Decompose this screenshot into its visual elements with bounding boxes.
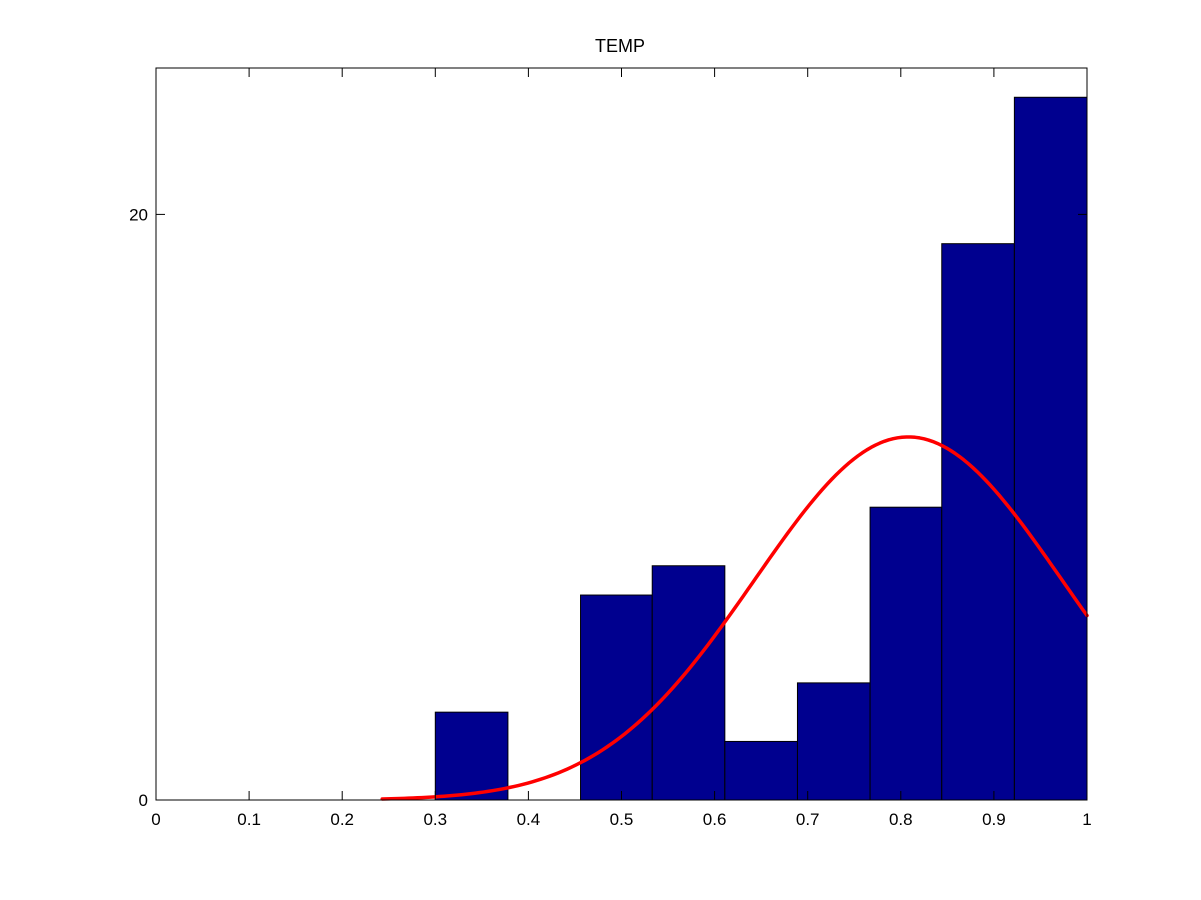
fit-curve-layer xyxy=(380,435,1089,801)
histogram-bar-5 xyxy=(724,740,798,801)
chart-title: TEMP xyxy=(595,36,645,56)
x-tick-label: 0.3 xyxy=(423,810,447,829)
x-tick-label: 0.1 xyxy=(237,810,261,829)
histogram-bar-1 xyxy=(434,711,509,801)
histogram-bar-6 xyxy=(796,682,871,801)
histogram-bar-3 xyxy=(580,594,653,801)
ticks-layer: 0 0.1 0.2 0.3 0.4 0.5 0.6 0.7 0.8 0.9 1 0 20 xyxy=(129,68,1092,829)
y-tick-label: 20 xyxy=(129,205,148,224)
x-tick-label: 0.2 xyxy=(330,810,354,829)
x-tick-label: 1 xyxy=(1082,810,1091,829)
x-tick-label: 0 xyxy=(151,810,160,829)
y-tick-label: 0 xyxy=(139,791,148,810)
histogram-bar-9 xyxy=(1013,96,1088,801)
x-tick-label: 0.5 xyxy=(610,810,634,829)
histogram-bar-4 xyxy=(651,565,726,801)
x-tick-label: 0.9 xyxy=(982,810,1006,829)
x-tick-label: 0.8 xyxy=(889,810,913,829)
x-tick-label: 0.7 xyxy=(796,810,820,829)
x-tick-label: 0.6 xyxy=(703,810,727,829)
histogram-bar-7 xyxy=(869,506,943,801)
x-tick-label: 0.4 xyxy=(517,810,541,829)
normal-fit-curve xyxy=(380,435,1089,801)
histogram-bar-8 xyxy=(941,243,1015,801)
bars-layer xyxy=(434,96,1088,801)
